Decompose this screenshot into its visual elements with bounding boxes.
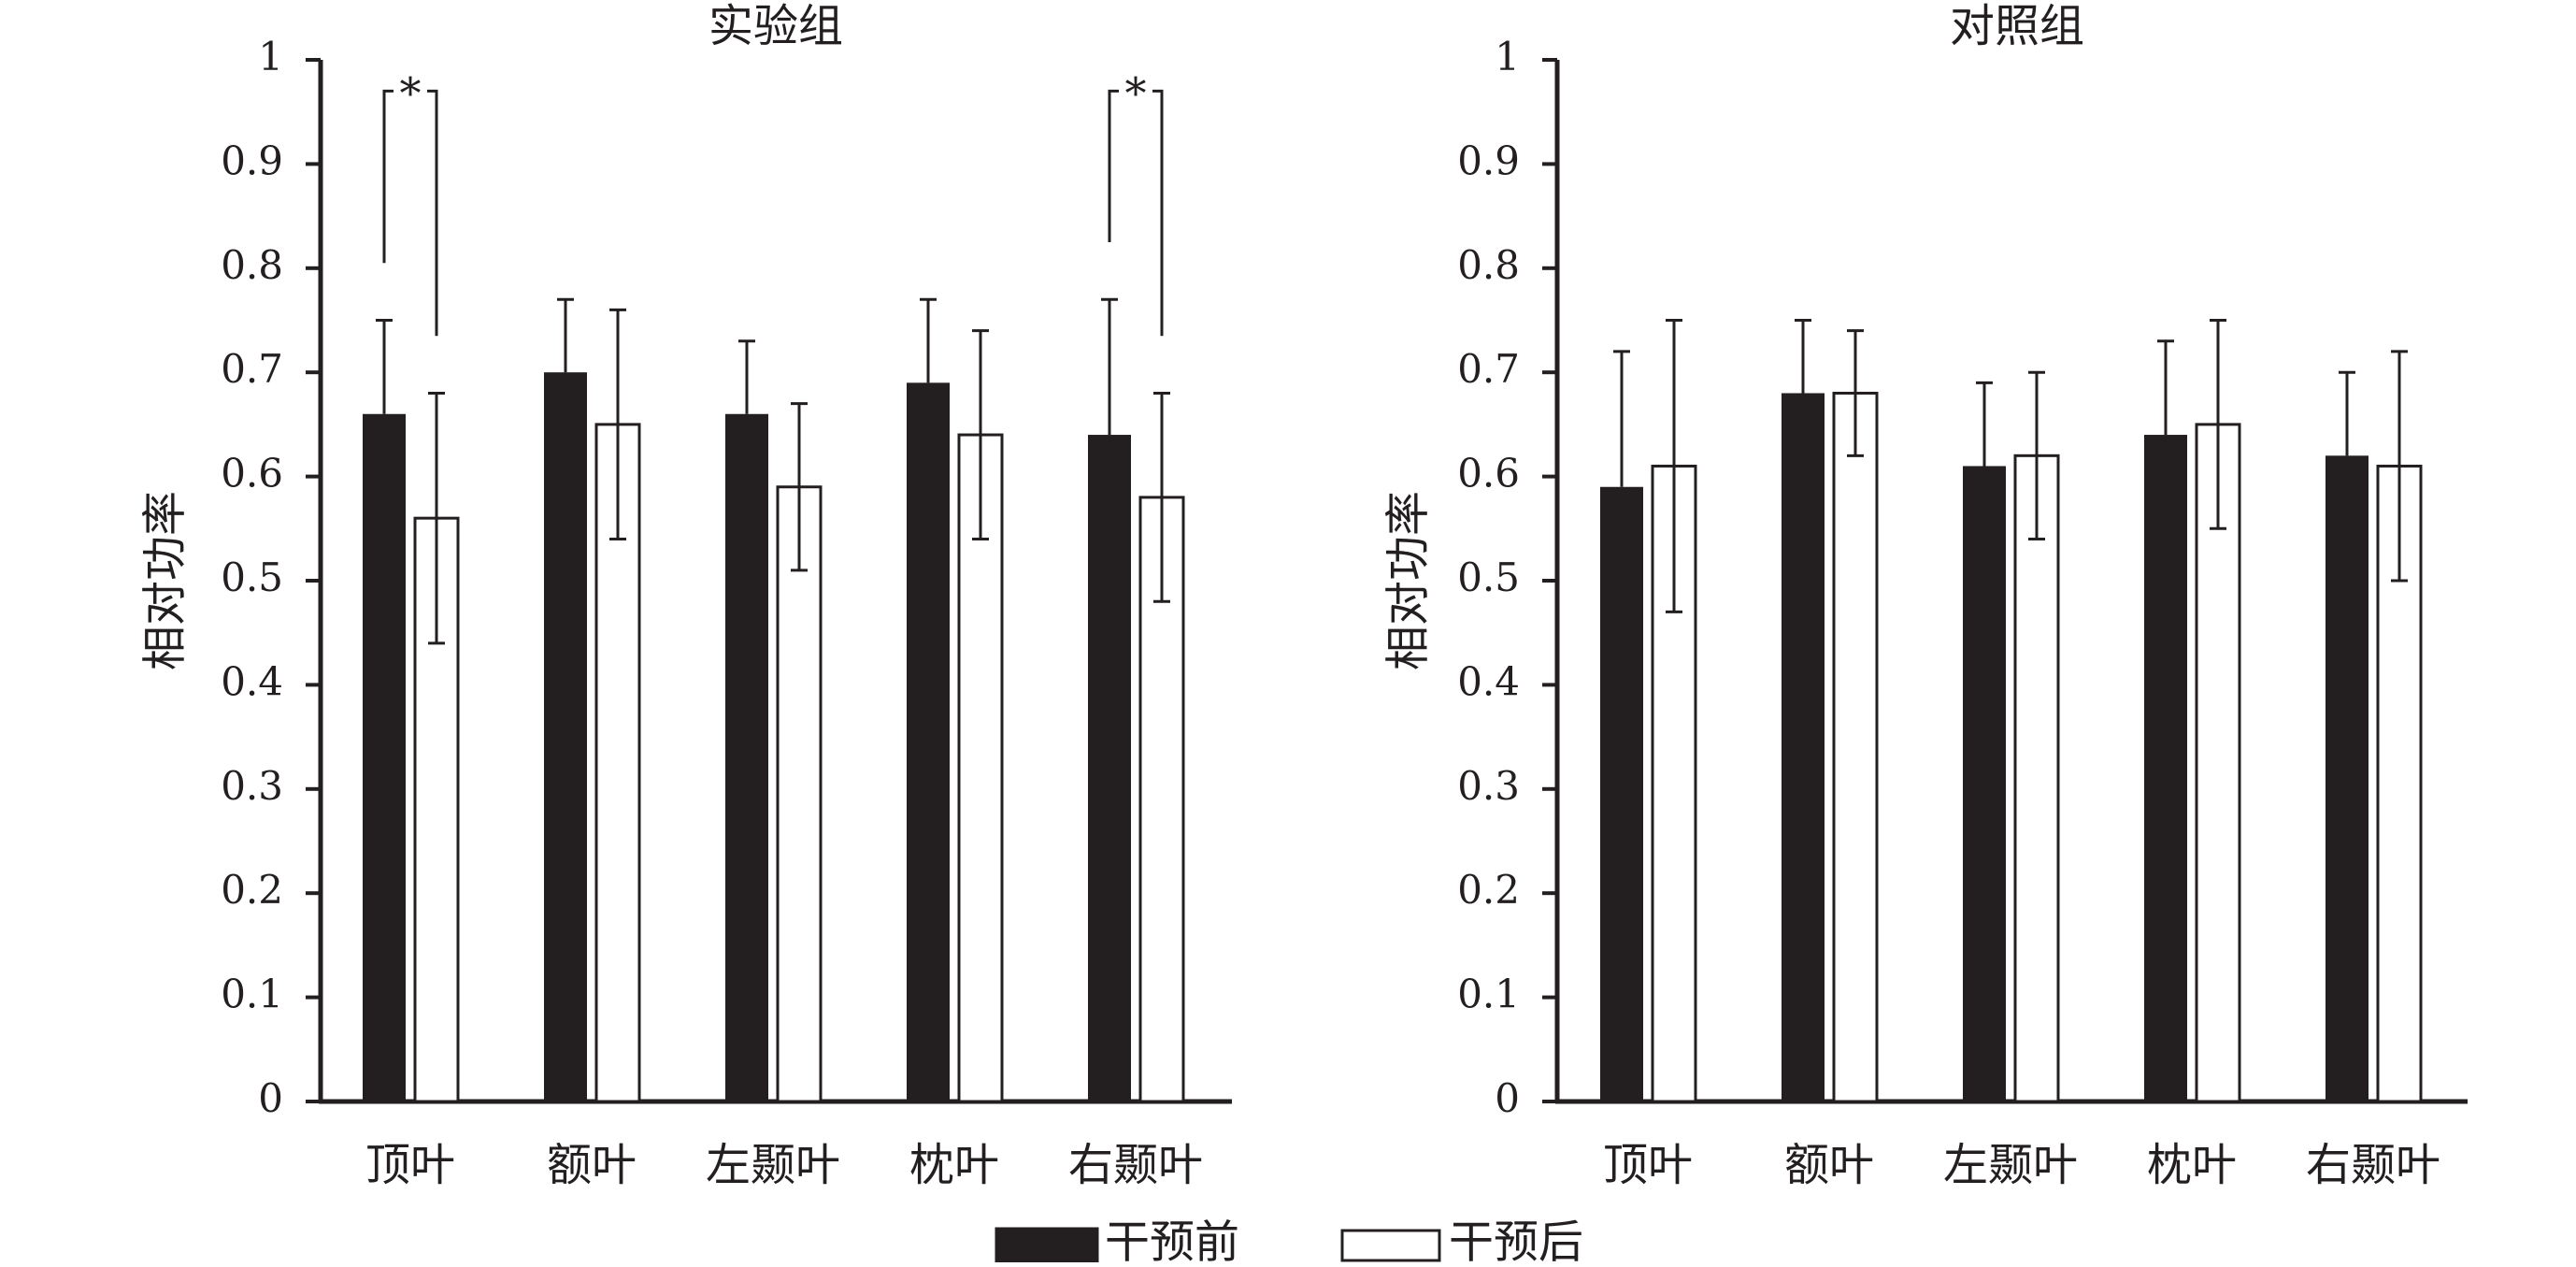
x-tick-label: 额叶 bbox=[1784, 1139, 1874, 1191]
y-tick-label: 0.8 bbox=[1457, 242, 1520, 288]
bar-after bbox=[2013, 454, 2060, 1103]
bar-before bbox=[544, 372, 587, 1101]
bar-before bbox=[725, 413, 768, 1101]
y-tick-label: 0 bbox=[1495, 1075, 1520, 1121]
y-axis-label: 相对功率 bbox=[139, 491, 192, 670]
legend-swatch-before bbox=[995, 1227, 1099, 1264]
legend-swatch-after bbox=[1340, 1229, 1441, 1262]
y-tick-label: 0.6 bbox=[1457, 451, 1520, 497]
x-tick-label: 左颞叶 bbox=[1943, 1139, 2078, 1191]
y-tick-label: 0.3 bbox=[221, 763, 283, 809]
legend-label-before: 干预前 bbox=[1105, 1217, 1239, 1263]
significance-bracket-right bbox=[1152, 89, 1164, 337]
y-tick-label: 0.3 bbox=[1457, 763, 1520, 809]
x-tick-label: 额叶 bbox=[547, 1139, 637, 1191]
bar-before bbox=[2144, 435, 2187, 1101]
y-tick-label: 1 bbox=[1495, 34, 1520, 79]
x-tick-label: 右颞叶 bbox=[1068, 1139, 1203, 1191]
significance-bracket-left bbox=[1108, 89, 1119, 242]
y-tick-label: 0.5 bbox=[1457, 554, 1520, 600]
bar-before bbox=[363, 413, 406, 1101]
bar-after bbox=[1832, 391, 1879, 1103]
x-tick-label: 枕叶 bbox=[2147, 1139, 2237, 1191]
significance-marker: * bbox=[1125, 67, 1147, 118]
y-tick-label: 0.1 bbox=[1457, 972, 1520, 1017]
bar-after bbox=[776, 485, 823, 1103]
bar-before bbox=[1782, 393, 1825, 1102]
significance-bracket-left bbox=[382, 89, 394, 264]
legend-label-after: 干预后 bbox=[1449, 1217, 1583, 1263]
legend: 干预前 干预后 bbox=[995, 1217, 1583, 1267]
y-tick-label: 0.8 bbox=[221, 242, 283, 288]
bar-before bbox=[907, 382, 950, 1102]
y-tick-label: 0.5 bbox=[221, 554, 283, 600]
bar-before bbox=[2326, 455, 2368, 1101]
y-tick-label: 0.4 bbox=[221, 658, 283, 704]
y-tick-label: 0.6 bbox=[221, 451, 283, 497]
y-tick-label: 0.2 bbox=[1457, 867, 1520, 913]
x-tick-label: 右颞叶 bbox=[2306, 1139, 2440, 1191]
bar-before bbox=[1963, 466, 2006, 1102]
y-axis-label: 相对功率 bbox=[1382, 491, 1435, 670]
y-tick-label: 0.9 bbox=[221, 137, 283, 183]
chart-title: 对照组 bbox=[1950, 0, 2084, 52]
y-tick-label: 0 bbox=[258, 1075, 283, 1121]
y-tick-label: 0.1 bbox=[221, 972, 283, 1017]
y-tick-label: 0.4 bbox=[1457, 658, 1520, 704]
bar-before bbox=[1088, 435, 1131, 1101]
x-tick-label: 顶叶 bbox=[365, 1139, 455, 1191]
x-tick-label: 枕叶 bbox=[909, 1139, 999, 1191]
significance-bracket-right bbox=[427, 89, 438, 337]
x-tick-label: 顶叶 bbox=[1603, 1139, 1693, 1191]
y-tick-label: 0.2 bbox=[221, 867, 283, 913]
y-tick-label: 0.9 bbox=[1457, 137, 1520, 183]
bar-before bbox=[1600, 486, 1643, 1101]
y-tick-label: 0.7 bbox=[1457, 346, 1520, 392]
y-tick-label: 1 bbox=[258, 34, 283, 79]
x-tick-label: 左颞叶 bbox=[706, 1139, 840, 1191]
chart-title: 实验组 bbox=[708, 0, 843, 52]
bar-after bbox=[957, 433, 1004, 1103]
significance-marker: * bbox=[400, 67, 422, 118]
y-tick-label: 0.7 bbox=[221, 346, 283, 392]
